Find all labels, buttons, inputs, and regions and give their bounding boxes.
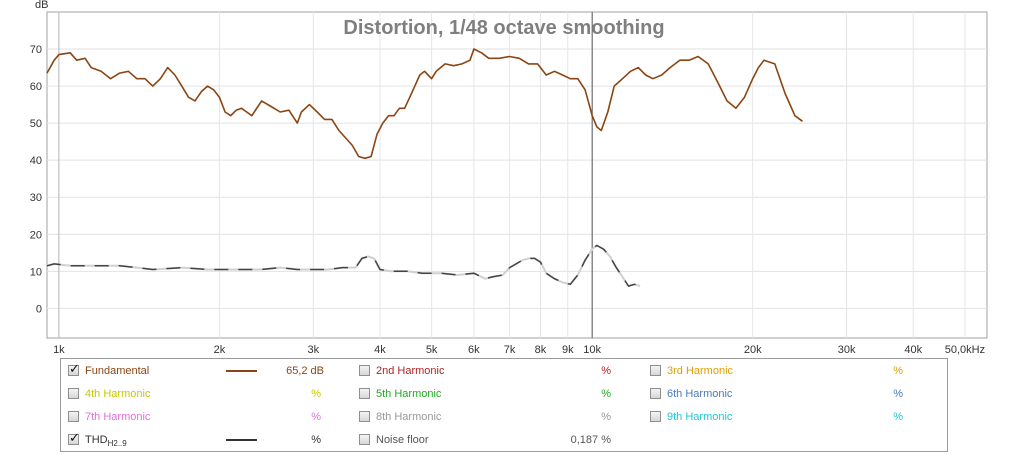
x-tick-label: 1k <box>53 344 65 356</box>
x-tick-label: 20k <box>744 344 762 356</box>
h4-label: 4th Harmonic <box>85 388 151 400</box>
x-tick-label: 30k <box>838 344 856 356</box>
h2-value: % <box>601 365 611 377</box>
h4-checkbox[interactable] <box>68 388 79 399</box>
legend-2nd-harmonic[interactable]: 2nd Harmonic % <box>359 362 611 380</box>
fundamental-checkbox[interactable]: ✓ <box>68 361 80 376</box>
legend-7th-harmonic[interactable]: 7th Harmonic % <box>68 408 321 426</box>
h2-label: 2nd Harmonic <box>376 365 445 377</box>
h7-value: % <box>311 411 321 423</box>
y-tick-label: 20 <box>30 229 42 241</box>
h9-label: 9th Harmonic <box>667 411 733 423</box>
noise-value: 0,187 % <box>570 434 611 446</box>
thd-line-sample <box>226 439 257 441</box>
legend-3rd-harmonic[interactable]: 3rd Harmonic % <box>650 362 903 380</box>
x-tick-label: 5k <box>426 344 438 356</box>
legend-4th-harmonic[interactable]: 4th Harmonic % <box>68 385 321 403</box>
x-tick-label: 9k <box>562 344 574 356</box>
h8-checkbox[interactable] <box>359 411 370 422</box>
y-tick-labels: 0 10 20 30 40 50 60 70 <box>30 44 42 315</box>
legend-5th-harmonic[interactable]: 5th Harmonic % <box>359 385 611 403</box>
x-tick-label: 8k <box>535 344 547 356</box>
chart-title: Distortion, 1/48 octave smoothing <box>343 17 664 39</box>
distortion-chart: 0 10 20 30 40 50 60 70 1k 2k 3k 4k 5k 6k 7k 8k 9k 10k 20k… <box>30 0 988 356</box>
h3-value: % <box>893 365 903 377</box>
x-tick-label: 2k <box>214 344 226 356</box>
grid-lines <box>47 12 987 338</box>
h5-value: % <box>601 388 611 400</box>
fundamental-line <box>46 48 803 160</box>
x-tick-label: 7k <box>504 344 516 356</box>
y-tick-label: 70 <box>30 44 42 56</box>
series-lines <box>46 48 803 288</box>
noise-label: Noise floor <box>376 434 429 446</box>
fundamental-line-sample <box>226 370 257 372</box>
legend-9th-harmonic[interactable]: 9th Harmonic % <box>650 408 903 426</box>
x-tick-label: 6k <box>468 344 480 356</box>
plot-area <box>46 11 988 339</box>
x-tick-label: 3k <box>308 344 320 356</box>
thd-value: % <box>311 434 321 446</box>
h5-label: 5th Harmonic <box>376 388 442 400</box>
h9-checkbox[interactable] <box>650 411 661 422</box>
h6-value: % <box>893 388 903 400</box>
legend-panel: ✓ Fundamental 65,2 dB 2nd Harmonic % 3rd… <box>60 358 948 452</box>
h6-checkbox[interactable] <box>650 388 661 399</box>
h8-label: 8th Harmonic <box>376 411 442 423</box>
h6-label: 6th Harmonic <box>667 388 733 400</box>
h7-checkbox[interactable] <box>68 411 79 422</box>
h9-value: % <box>893 411 903 423</box>
thd-line <box>46 244 641 287</box>
y-axis-label: dB <box>35 0 48 11</box>
thd-label: THDH2..9 <box>85 431 127 453</box>
y-tick-label: 10 <box>30 266 42 278</box>
thd-label-text: THD <box>85 434 108 446</box>
x-tick-labels: 1k 2k 3k 4k 5k 6k 7k 8k 9k 10k 20k 30k 40k 50,0kHz <box>53 344 985 356</box>
h8-value: % <box>601 411 611 423</box>
legend-8th-harmonic[interactable]: 8th Harmonic % <box>359 408 611 426</box>
legend-fundamental[interactable]: ✓ Fundamental 65,2 dB <box>68 362 338 380</box>
legend-6th-harmonic[interactable]: 6th Harmonic % <box>650 385 903 403</box>
x-tick-label: 40k <box>904 344 922 356</box>
x-tick-label: 50,0kHz <box>945 344 985 356</box>
x-tick-label: 4k <box>374 344 386 356</box>
fundamental-label: Fundamental <box>85 365 150 377</box>
h3-checkbox[interactable] <box>650 365 661 376</box>
h4-value: % <box>311 388 321 400</box>
legend-noise-floor[interactable]: Noise floor 0,187 % <box>359 431 611 449</box>
legend-thd[interactable]: ✓ THDH2..9 % <box>68 431 321 449</box>
x-tick-label: 10k <box>583 344 601 356</box>
h7-label: 7th Harmonic <box>85 411 151 423</box>
y-tick-label: 50 <box>30 118 42 130</box>
y-tick-label: 0 <box>36 303 42 315</box>
h2-checkbox[interactable] <box>359 365 370 376</box>
y-tick-label: 60 <box>30 81 42 93</box>
fundamental-value: 65,2 dB <box>286 365 324 377</box>
h5-checkbox[interactable] <box>359 388 370 399</box>
h3-label: 3rd Harmonic <box>667 365 734 377</box>
thd-label-sub: H2..9 <box>107 439 127 449</box>
y-tick-label: 30 <box>30 192 42 204</box>
noise-checkbox[interactable] <box>359 434 370 445</box>
y-tick-label: 40 <box>30 155 42 167</box>
thd-checkbox[interactable]: ✓ <box>68 430 80 445</box>
